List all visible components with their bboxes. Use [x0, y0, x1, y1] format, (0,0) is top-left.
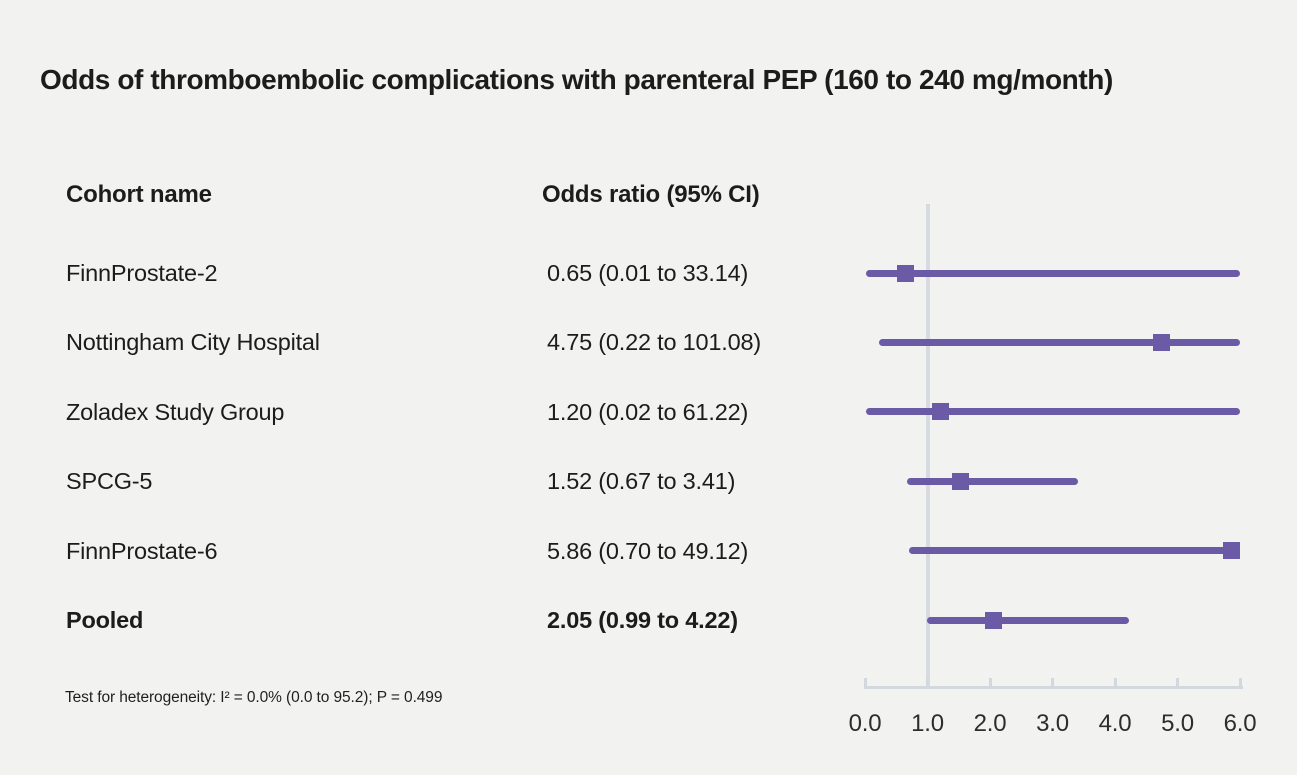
odds-ratio-marker — [897, 264, 915, 282]
reference-line-at-1 — [925, 204, 930, 689]
cohort-name-label: SPCG-5 — [66, 468, 153, 495]
odds-ratio-value: 0.65 (0.01 to 33.14) — [547, 260, 749, 286]
cohort-name-label: FinnProstate-2 — [66, 260, 218, 286]
odds-ratio-value: 5.86 (0.70 to 49.12) — [547, 537, 749, 564]
cohort-name-label: FinnProstate-6 — [66, 537, 218, 564]
x-axis-tick-mark — [988, 678, 992, 687]
x-axis-tick-mark — [1113, 678, 1117, 687]
cohort-name-label: Pooled — [66, 607, 144, 633]
confidence-interval-line — [878, 338, 1240, 346]
cohort-name-label: Nottingham City Hospital — [66, 329, 320, 356]
x-axis-tick-label: 0.0 — [848, 710, 882, 737]
x-axis-tick-mark — [926, 678, 929, 687]
x-axis-tick-label: 2.0 — [973, 710, 1007, 737]
x-axis-tick-label: 3.0 — [1036, 710, 1069, 737]
confidence-interval-line — [908, 547, 1240, 555]
cohort-name-label: Zoladex Study Group — [66, 398, 285, 425]
odds-ratio-value: 1.52 (0.67 to 3.41) — [547, 468, 736, 495]
x-axis-tick-label: 1.0 — [911, 710, 944, 737]
chart-title: Odds of thromboembolic complications wit… — [40, 64, 1113, 95]
x-axis-tick-mark — [1176, 678, 1179, 687]
x-axis-tick-mark — [1051, 678, 1054, 687]
column-header-cohort-name: Cohort name — [66, 181, 212, 208]
odds-ratio-marker — [1153, 333, 1171, 351]
odds-ratio-marker — [1222, 542, 1240, 560]
x-axis-line — [863, 686, 1243, 689]
odds-ratio-value: 4.75 (0.22 to 101.08) — [547, 329, 761, 356]
odds-ratio-marker — [984, 611, 1002, 629]
x-axis-tick-label: 5.0 — [1161, 710, 1194, 737]
confidence-interval-line — [926, 616, 1129, 624]
heterogeneity-note: Test for heterogeneity: I² = 0.0% (0.0 t… — [65, 689, 443, 706]
odds-ratio-value: 2.05 (0.99 to 4.22) — [547, 607, 738, 633]
x-axis-tick-mark — [863, 678, 867, 687]
odds-ratio-marker — [931, 403, 949, 421]
confidence-interval-line — [906, 477, 1079, 485]
x-axis-tick-mark — [1238, 678, 1242, 687]
confidence-interval-line — [866, 408, 1240, 416]
x-axis-tick-label: 6.0 — [1223, 710, 1257, 737]
odds-ratio-marker — [951, 472, 969, 490]
column-header-odds-ratio: Odds ratio (95% CI) — [542, 181, 760, 208]
odds-ratio-value: 1.20 (0.02 to 61.22) — [547, 398, 749, 425]
confidence-interval-line — [865, 269, 1240, 277]
x-axis-tick-label: 4.0 — [1098, 710, 1132, 737]
